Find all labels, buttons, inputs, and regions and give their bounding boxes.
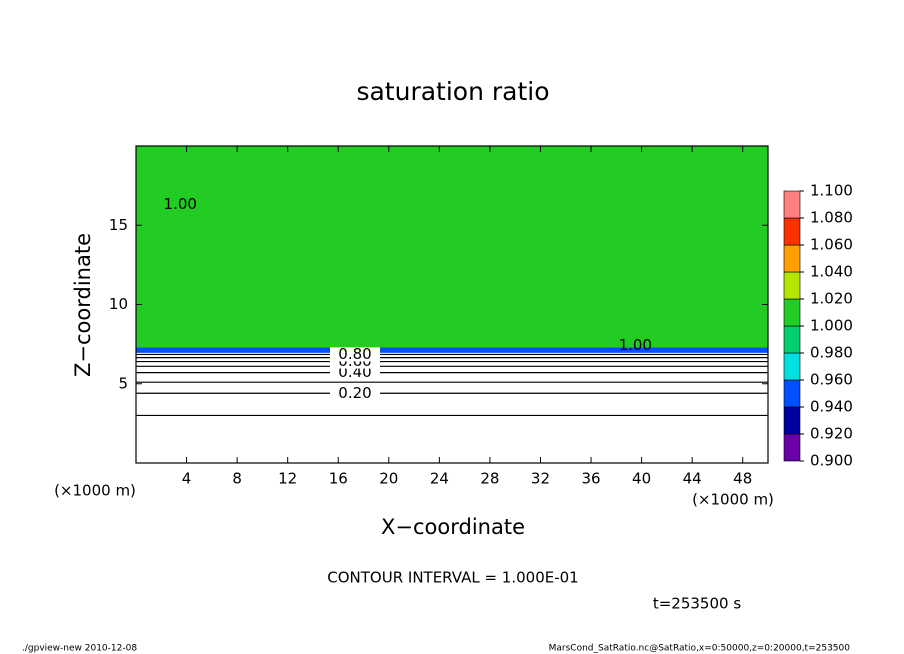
footer-right: MarsCond_SatRatio.nc@SatRatio,x=0:50000,…	[549, 644, 851, 654]
colorbar-label: 1.060	[810, 236, 853, 254]
time-label: t=253500 s	[653, 595, 741, 613]
colorbar-label: 0.920	[810, 425, 853, 443]
y-unit: (×1000 m)	[54, 482, 136, 500]
field-region	[136, 146, 768, 348]
contour-label: 1.00	[619, 336, 652, 354]
contour-label: 0.20	[338, 384, 371, 402]
colorbar-label: 0.900	[810, 452, 853, 470]
y-axis-label: Z−coordinate	[71, 233, 95, 377]
colorbar-label: 1.100	[810, 182, 853, 200]
colorbar-swatch	[783, 379, 801, 408]
y-tick-label: 10	[109, 295, 128, 313]
colorbar-swatch	[783, 352, 801, 381]
contour-interval: CONTOUR INTERVAL = 1.000E-01	[327, 569, 578, 587]
contour-label-bg	[330, 386, 380, 401]
chart-title: saturation ratio	[356, 77, 549, 106]
x-tick-label: 20	[379, 470, 398, 488]
x-tick-label: 4	[182, 470, 192, 488]
colorbar-swatch	[783, 217, 801, 246]
contour-label-bg	[330, 347, 380, 362]
colorbar-label: 0.940	[810, 398, 853, 416]
x-tick-label: 36	[581, 470, 600, 488]
colorbar-swatch	[783, 271, 801, 300]
colorbar-swatch	[783, 190, 801, 219]
colorbar-label: 1.020	[810, 290, 853, 308]
contour-label-bg	[330, 365, 380, 380]
colorbar-label: 1.000	[810, 317, 853, 335]
footer-left: ./gpview-new 2010-12-08	[22, 644, 137, 654]
x-tick-label: 16	[329, 470, 348, 488]
colorbar-swatch	[783, 325, 801, 354]
y-tick-label: 15	[109, 216, 128, 234]
x-tick-label: 40	[632, 470, 651, 488]
x-tick-label: 28	[480, 470, 499, 488]
contour-label: 1.00	[164, 195, 197, 213]
colorbar-label: 1.080	[810, 209, 853, 227]
colorbar-swatch	[783, 433, 801, 462]
x-tick-label: 8	[232, 470, 242, 488]
contour-label: 0.80	[338, 345, 371, 363]
colorbar-label: 0.960	[810, 371, 853, 389]
x-unit: (×1000 m)	[692, 491, 774, 509]
colorbar-label: 1.040	[810, 263, 853, 281]
x-tick-label: 24	[430, 470, 449, 488]
x-tick-label: 32	[531, 470, 550, 488]
x-tick-label: 12	[278, 470, 297, 488]
colorbar-swatch	[783, 244, 801, 273]
colorbar-swatch	[783, 406, 801, 435]
x-axis-label: X−coordinate	[381, 515, 525, 539]
colorbar-label: 0.980	[810, 344, 853, 362]
x-tick-label: 48	[733, 470, 752, 488]
colorbar-swatch	[783, 298, 801, 327]
x-tick-label: 44	[683, 470, 702, 488]
field-region	[136, 347, 768, 353]
y-tick-label: 5	[118, 374, 128, 392]
